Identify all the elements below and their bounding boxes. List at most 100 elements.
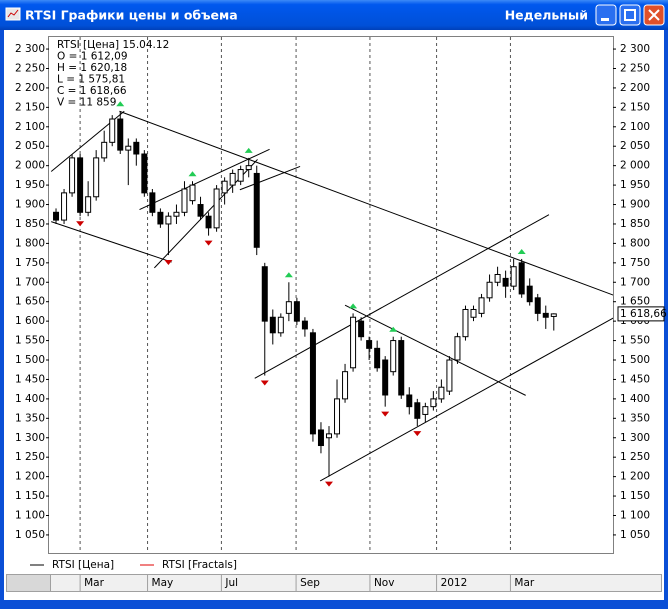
candle-body bbox=[438, 386, 445, 400]
fractal-up bbox=[349, 303, 358, 309]
y-tick-label-left: 2 000 bbox=[15, 160, 45, 172]
y-tick-label-right: 2 100 bbox=[620, 121, 650, 133]
candle-body bbox=[494, 273, 501, 283]
candle-body bbox=[229, 172, 236, 186]
x-tick-label: Sep bbox=[300, 577, 320, 589]
candle-body bbox=[462, 308, 469, 338]
candle-body bbox=[334, 398, 341, 435]
y-tick-label-right: 1 800 bbox=[620, 237, 650, 249]
candle-body bbox=[430, 398, 437, 408]
y-tick-label-right: 2 150 bbox=[620, 101, 650, 113]
fractal-up bbox=[244, 147, 253, 153]
candle-body bbox=[205, 215, 212, 229]
fractal-down bbox=[324, 481, 333, 487]
y-tick-label-left: 1 650 bbox=[15, 296, 45, 308]
candle-body bbox=[478, 297, 485, 314]
y-tick-label-right: 2 200 bbox=[620, 82, 650, 94]
y-tick-label-left: 1 950 bbox=[15, 179, 45, 191]
candle-body bbox=[414, 402, 421, 419]
close-button[interactable] bbox=[643, 4, 665, 26]
fractal-down bbox=[381, 411, 390, 417]
candle-body bbox=[350, 316, 357, 369]
y-tick-label-right: 1 650 bbox=[620, 296, 650, 308]
candle-body bbox=[374, 347, 381, 369]
y-tick-label-right: 1 550 bbox=[620, 335, 650, 347]
app-icon-line bbox=[7, 9, 19, 18]
candle-body bbox=[141, 153, 148, 194]
y-tick-label-right: 1 250 bbox=[620, 451, 650, 463]
y-tick-label-right: 1 050 bbox=[620, 529, 650, 541]
info-line: O = 1 612,09 bbox=[57, 51, 128, 63]
fractal-up bbox=[389, 326, 398, 332]
candle-body bbox=[133, 141, 140, 155]
y-tick-label-left: 2 250 bbox=[15, 62, 45, 74]
trend-line bbox=[344, 304, 526, 396]
candle-body bbox=[510, 266, 517, 287]
legend-bar bbox=[6, 557, 662, 574]
x-tick-label: Nov bbox=[374, 577, 395, 589]
y-tick-label-left: 1 600 bbox=[15, 315, 45, 327]
candle-body bbox=[526, 285, 533, 303]
trend-line bbox=[254, 214, 550, 379]
fractal-up bbox=[188, 171, 197, 177]
info-line: L = 1 575,81 bbox=[57, 74, 125, 86]
x-tick-label: Mar bbox=[84, 577, 104, 589]
time-axis-bar bbox=[6, 574, 662, 592]
y-tick-label-left: 2 300 bbox=[15, 43, 45, 55]
y-tick-label-left: 1 150 bbox=[15, 490, 45, 502]
fractal-down bbox=[413, 431, 422, 437]
y-tick-label-right: 1 300 bbox=[620, 432, 650, 444]
y-tick-label-right: 2 050 bbox=[620, 140, 650, 152]
legend-label: RTSI [Цена] bbox=[52, 559, 114, 571]
maximize-button[interactable] bbox=[619, 4, 641, 26]
plot-area bbox=[50, 37, 613, 553]
candle-body bbox=[261, 266, 268, 322]
fractal-down bbox=[260, 380, 269, 386]
y-tick-label-right: 1 400 bbox=[620, 393, 650, 405]
trend-line bbox=[239, 165, 301, 191]
title-bar bbox=[0, 0, 668, 30]
y-tick-label-right: 1 450 bbox=[620, 373, 650, 385]
candle-body bbox=[486, 281, 493, 299]
candle-body bbox=[53, 211, 60, 221]
candle-body bbox=[109, 118, 116, 143]
candle-body bbox=[77, 157, 84, 213]
y-tick-label-right: 2 000 bbox=[620, 160, 650, 172]
y-tick-label-right: 1 700 bbox=[620, 276, 650, 288]
candle-body bbox=[61, 192, 68, 221]
y-tick-label-left: 1 550 bbox=[15, 335, 45, 347]
trend-line bbox=[119, 110, 613, 296]
plot-frame bbox=[48, 36, 614, 554]
candle-body bbox=[502, 277, 509, 287]
y-tick-label-right: 1 100 bbox=[620, 509, 650, 521]
candle-body bbox=[398, 340, 405, 396]
y-tick-label-right: 1 350 bbox=[620, 412, 650, 424]
candle-body bbox=[277, 316, 284, 334]
y-tick-label-left: 1 200 bbox=[15, 471, 45, 483]
period-label: Недельный bbox=[505, 8, 588, 23]
candle-body bbox=[285, 301, 292, 314]
fractal-down bbox=[204, 240, 213, 246]
minimize-button[interactable] bbox=[595, 4, 617, 26]
candle-body bbox=[550, 313, 557, 317]
candle-body bbox=[165, 215, 172, 225]
candle-body bbox=[181, 188, 188, 213]
candle-body bbox=[542, 312, 549, 318]
candle-body bbox=[101, 141, 108, 159]
candle-body bbox=[366, 340, 373, 349]
candle-body bbox=[125, 145, 132, 151]
y-tick-label-right: 1 750 bbox=[620, 257, 650, 269]
y-tick-label-right: 1 500 bbox=[620, 354, 650, 366]
candle-body bbox=[85, 196, 92, 213]
candle-body bbox=[173, 211, 180, 217]
y-tick-label-left: 2 100 bbox=[15, 121, 45, 133]
candle-body bbox=[221, 180, 228, 194]
y-tick-label-left: 1 750 bbox=[15, 257, 45, 269]
window-title: RTSI Графики цены и объема bbox=[25, 8, 238, 23]
candle-body bbox=[197, 204, 204, 217]
trend-line bbox=[139, 148, 270, 211]
y-tick-label-left: 2 050 bbox=[15, 140, 45, 152]
candle-body bbox=[422, 406, 429, 415]
y-tick-label-left: 1 900 bbox=[15, 199, 45, 211]
candle-body bbox=[149, 192, 156, 213]
